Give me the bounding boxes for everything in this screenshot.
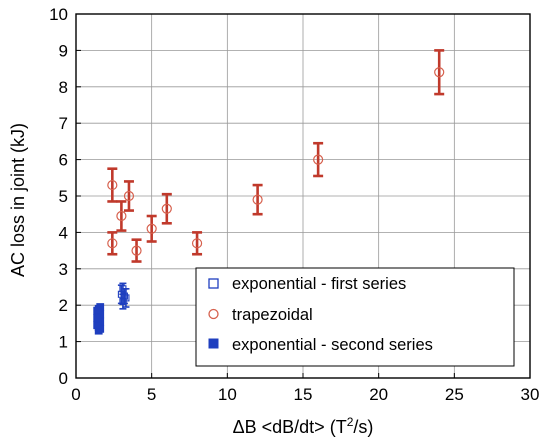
legend-filled-square-icon xyxy=(208,338,219,349)
y-tick-label: 1 xyxy=(59,333,68,352)
data-point-trapezoidal xyxy=(161,203,172,214)
data-point-trapezoidal xyxy=(123,190,135,202)
data-point-trapezoidal xyxy=(107,238,118,249)
y-tick-label: 9 xyxy=(59,41,68,60)
y-tick-label: 7 xyxy=(59,114,68,133)
y-tick-label: 2 xyxy=(59,296,68,315)
legend-label-first-series: exponential - first series xyxy=(232,275,406,293)
error-bars xyxy=(107,49,445,310)
y-tick-label: 6 xyxy=(59,151,68,170)
data-markers xyxy=(93,67,445,335)
data-point-trapezoidal xyxy=(146,223,157,234)
legend: exponential - first series trapezoidal e… xyxy=(195,267,515,367)
data-point-trapezoidal xyxy=(131,245,142,256)
legend-label-second-series: exponential - second series xyxy=(232,336,433,354)
y-tick-label: 4 xyxy=(59,223,68,242)
data-point-exponential-second xyxy=(93,306,102,315)
data-point-exponential-first xyxy=(119,285,127,293)
x-tick-label: 5 xyxy=(147,385,156,404)
y-tick-label: 5 xyxy=(59,187,68,206)
data-point-trapezoidal xyxy=(107,179,118,191)
y-tick-labels: 0 1 2 3 4 5 6 7 8 9 10 xyxy=(49,5,68,388)
y-tick-label: 8 xyxy=(59,78,68,97)
y-tick-label: 10 xyxy=(49,5,68,24)
x-tick-label: 25 xyxy=(445,385,464,404)
x-tick-label: 30 xyxy=(521,385,540,404)
x-tick-labels: 0 5 10 15 20 25 30 xyxy=(71,385,539,404)
data-point-trapezoidal xyxy=(434,67,445,78)
x-tick-label: 20 xyxy=(369,385,388,404)
x-axis-label: ΔB <dB/dt> (T2/s) xyxy=(233,415,374,437)
data-point-exponential-first xyxy=(120,292,128,300)
data-point-exponential-first xyxy=(122,294,130,302)
data-point-trapezoidal xyxy=(313,154,324,165)
data-point-trapezoidal xyxy=(116,210,127,222)
axis-ticks xyxy=(75,13,531,379)
y-tick-label: 0 xyxy=(59,369,68,388)
data-point-trapezoidal xyxy=(191,238,203,249)
y-axis-label: AC loss in joint (kJ) xyxy=(8,123,28,277)
x-tick-label: 10 xyxy=(218,385,237,404)
data-point-exponential-second xyxy=(93,314,102,322)
x-tick-label: 15 xyxy=(294,385,313,404)
y-tick-label: 3 xyxy=(59,260,68,279)
legend-open-square-icon xyxy=(208,278,219,289)
legend-label-trapezoidal: trapezoidal xyxy=(232,306,313,324)
data-point-trapezoidal xyxy=(252,194,263,205)
data-point-exponential-second xyxy=(93,321,102,330)
x-tick-label: 0 xyxy=(71,385,80,404)
legend-box xyxy=(195,267,515,367)
legend-open-circle-icon xyxy=(208,308,219,320)
